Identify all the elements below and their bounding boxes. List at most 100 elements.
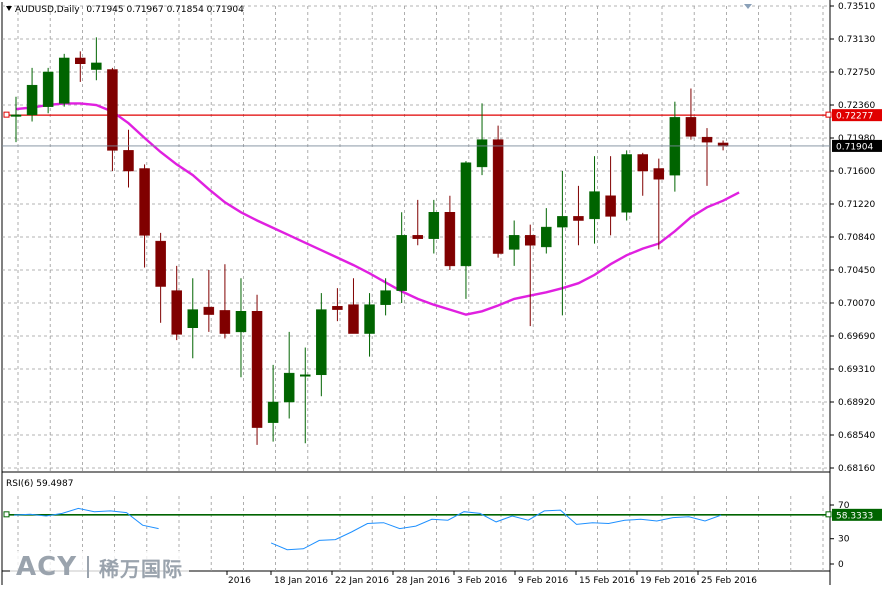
symbol-label: AUDUSD,Daily bbox=[15, 5, 80, 15]
candle-body bbox=[364, 304, 375, 334]
candle bbox=[300, 347, 311, 444]
moving-average-line bbox=[15, 102, 740, 316]
candle-body bbox=[428, 212, 440, 239]
candle-body bbox=[300, 374, 311, 377]
candle-body bbox=[219, 310, 231, 334]
candle bbox=[589, 156, 600, 244]
candle bbox=[460, 161, 472, 299]
candle bbox=[364, 293, 375, 357]
rsi-tick-label: 30 bbox=[838, 535, 850, 545]
current-price-tag-text: 0.71904 bbox=[836, 142, 873, 152]
time-tick-label: 3 Feb 2016 bbox=[457, 576, 508, 586]
rsi-level-handle-left bbox=[3, 511, 10, 518]
candle bbox=[203, 270, 215, 332]
candle-body bbox=[155, 240, 166, 287]
level-handle-right bbox=[825, 111, 832, 118]
candle-body bbox=[492, 139, 504, 254]
candle bbox=[42, 67, 54, 114]
candle bbox=[348, 278, 359, 334]
candle-body bbox=[653, 168, 665, 180]
current-price-tag: 0.71904 bbox=[832, 139, 882, 152]
candle bbox=[139, 164, 150, 268]
candle bbox=[123, 129, 134, 188]
candle bbox=[380, 278, 391, 316]
candle bbox=[524, 224, 536, 327]
candle-body bbox=[524, 235, 536, 246]
candle-body bbox=[444, 212, 456, 267]
candle-body bbox=[75, 57, 86, 64]
candle bbox=[717, 140, 729, 151]
candle bbox=[492, 125, 504, 258]
candle bbox=[573, 185, 584, 246]
price-tick-label: 0.70840 bbox=[838, 233, 875, 243]
price-tick-label: 0.72360 bbox=[838, 101, 875, 111]
time-tick-label: 19 Feb 2016 bbox=[640, 576, 696, 586]
price-axis: 0.73510 0.73130 0.72750 0.72360 0.71980 0.716… bbox=[226, 2, 875, 586]
price-tick-label: 0.70070 bbox=[838, 299, 875, 309]
candle bbox=[316, 293, 327, 397]
price-tick-label: 0.68920 bbox=[838, 398, 875, 408]
price-tick-label: 0.71220 bbox=[838, 200, 875, 210]
candle-body bbox=[139, 168, 150, 236]
candle bbox=[251, 294, 263, 445]
candle-body bbox=[412, 235, 423, 239]
candle-body bbox=[251, 311, 263, 428]
candle bbox=[235, 278, 247, 378]
candle-body bbox=[42, 71, 54, 107]
candle bbox=[428, 199, 440, 254]
chart-header: AUDUSD,Daily 0.71945 0.71967 0.71854 0.7… bbox=[6, 5, 244, 15]
candle-body bbox=[187, 309, 199, 329]
candle bbox=[685, 88, 697, 140]
candle bbox=[219, 264, 231, 339]
rsi-value-tag-text: 58.3333 bbox=[836, 511, 873, 521]
candle-body bbox=[685, 117, 697, 137]
time-tick-label: 15 Feb 2016 bbox=[579, 576, 635, 586]
price-tick-label: 0.73130 bbox=[838, 35, 875, 45]
candle-body bbox=[58, 57, 70, 104]
candle-body bbox=[283, 372, 295, 403]
rsi-level-handle-right bbox=[825, 511, 832, 518]
candle bbox=[75, 51, 86, 82]
chart-grid bbox=[1, 0, 831, 585]
ohlc-values: 0.71945 0.71967 0.71854 0.71904 bbox=[86, 5, 244, 15]
candle bbox=[508, 220, 520, 266]
candle-body bbox=[701, 136, 713, 143]
candle bbox=[701, 128, 713, 186]
candle bbox=[637, 152, 648, 196]
candle bbox=[541, 208, 552, 254]
candle-body bbox=[541, 226, 552, 248]
price-tick-label: 0.71980 bbox=[838, 134, 875, 144]
horizontal-level-line[interactable] bbox=[3, 111, 832, 118]
candle bbox=[10, 96, 22, 143]
rsi-tick-label: 0 bbox=[838, 560, 844, 570]
time-tick-label: 28 Jan 2016 bbox=[396, 576, 450, 586]
shift-marker-icon[interactable] bbox=[744, 4, 752, 9]
candle-body bbox=[107, 69, 118, 151]
candle bbox=[653, 158, 665, 250]
level-price-tag: 0.72277 bbox=[832, 109, 882, 122]
price-tick-label: 0.69310 bbox=[838, 365, 875, 375]
candle-body bbox=[171, 290, 182, 335]
axis-tags: 0.72277 0.71904 58.3333 bbox=[832, 109, 882, 521]
price-tick-label: 0.68540 bbox=[838, 431, 875, 441]
rsi-indicator bbox=[3, 507, 832, 551]
price-tick-label: 0.69690 bbox=[838, 332, 875, 342]
ma-polyline bbox=[15, 102, 740, 316]
candle bbox=[107, 67, 118, 171]
candle bbox=[171, 265, 182, 341]
candle-body bbox=[26, 84, 38, 116]
time-tick-label: 18 Jan 2016 bbox=[274, 576, 328, 586]
chevron-down-icon[interactable] bbox=[6, 6, 12, 11]
candle-body bbox=[396, 235, 407, 291]
time-tick-label: 2016 bbox=[228, 576, 251, 586]
candle-body bbox=[267, 401, 279, 423]
price-tick-label: 0.68160 bbox=[838, 464, 875, 474]
rsi-value-tag-bg bbox=[832, 508, 882, 521]
current-price-tag-bg bbox=[832, 139, 882, 152]
candle bbox=[91, 37, 102, 81]
rsi-line bbox=[270, 509, 722, 551]
candle-body bbox=[380, 290, 391, 305]
candle-body bbox=[348, 304, 359, 334]
candle bbox=[605, 156, 616, 236]
